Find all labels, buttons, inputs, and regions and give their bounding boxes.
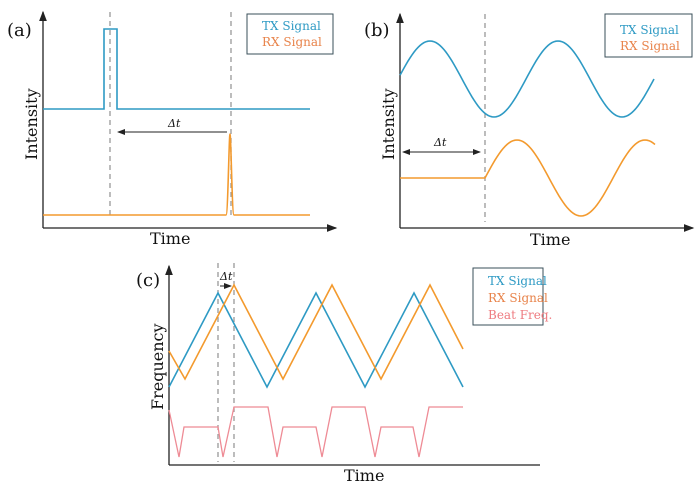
legend-rx: RX Signal <box>620 39 680 53</box>
panel-c-legend <box>472 267 544 326</box>
panel-a-xlabel: Time <box>150 229 190 248</box>
panel-b-delta-label: Δt <box>433 136 447 149</box>
panel-c-rx-chirp <box>168 283 464 381</box>
panel-c-beat-frequency <box>168 406 463 458</box>
panel-a-legend <box>246 13 334 55</box>
panel-a: (a) Δt Time Intensity TX Signal RX Signa… <box>7 10 338 248</box>
panel-a-rx-pulse <box>43 133 310 216</box>
panel-b-rx-wave <box>400 139 656 217</box>
panel-c-delta-label: Δt <box>219 270 233 283</box>
panel-c-tx-chirp <box>168 291 464 389</box>
panel-b-ylabel: Intensity <box>379 88 398 160</box>
panel-b: (b) Δt Time Intensity TX Signal RX Signa… <box>364 12 695 249</box>
panel-c-xlabel: Time <box>344 466 384 485</box>
panel-a-tx-pulse <box>43 28 310 110</box>
panel-b-tx-wave <box>399 40 655 118</box>
panel-a-label: (a) <box>7 20 32 41</box>
legend-tx: TX Signal <box>488 274 547 288</box>
legend-beat: Beat Freq. <box>488 308 552 322</box>
legend-tx: TX Signal <box>262 19 321 33</box>
panel-b-label: (b) <box>364 20 390 41</box>
legend-rx: RX Signal <box>262 35 322 49</box>
legend-tx: TX Signal <box>620 23 679 37</box>
panel-b-legend <box>604 13 693 58</box>
panel-a-ylabel: Intensity <box>22 88 41 160</box>
panel-b-xlabel: Time <box>530 230 570 249</box>
panel-a-delta-label: Δt <box>167 117 181 130</box>
panel-c-label: (c) <box>136 270 160 291</box>
panel-c-ylabel: Frequency <box>148 323 167 410</box>
legend-rx: RX Signal <box>488 291 548 305</box>
panel-c: (c) Δt Time Frequency TX Signal RX Signa… <box>136 263 552 485</box>
